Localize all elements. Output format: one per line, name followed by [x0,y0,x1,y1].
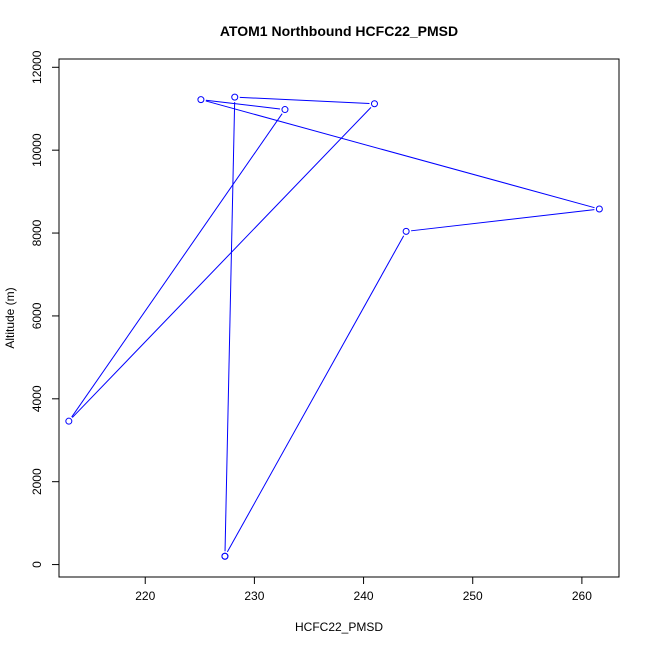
y-tick-label: 12000 [30,50,44,84]
data-point [595,205,603,213]
data-point [402,227,410,235]
y-axis-label: Altitude (m) [3,287,17,348]
x-tick-label: 240 [354,589,374,603]
x-tick-label: 230 [244,589,264,603]
y-tick-label: 4000 [30,385,44,412]
series-line-segment [239,96,370,105]
series-line-segment [226,235,405,553]
x-tick-label: 260 [572,589,592,603]
plot-frame [58,58,620,578]
series-line-segment [205,99,281,110]
chart-title: ATOM1 Northbound HCFC22_PMSD [220,23,458,39]
data-point [197,96,205,104]
y-tick-label: 8000 [30,219,44,246]
x-axis-label: HCFC22_PMSD [295,620,383,634]
y-tick-label: 2000 [30,468,44,495]
data-point [65,417,73,425]
x-tick-label: 220 [135,589,155,603]
series-line-segment [71,107,372,418]
data-point [231,93,239,101]
data-point [281,106,289,114]
series-line-segment [205,100,595,209]
data-point [221,552,229,560]
data-point [370,100,378,108]
x-tick-label: 250 [463,589,483,603]
y-tick-label: 0 [30,561,44,568]
y-tick-label: 6000 [30,302,44,329]
series-line-segment [71,113,283,418]
series-line-segment [411,209,595,232]
plot-area: 220 230 240 250 260 0 2000 4000 6000 8000 10000 120… [30,50,620,603]
series-line-segment [224,102,236,552]
y-tick-label: 10000 [30,133,44,167]
